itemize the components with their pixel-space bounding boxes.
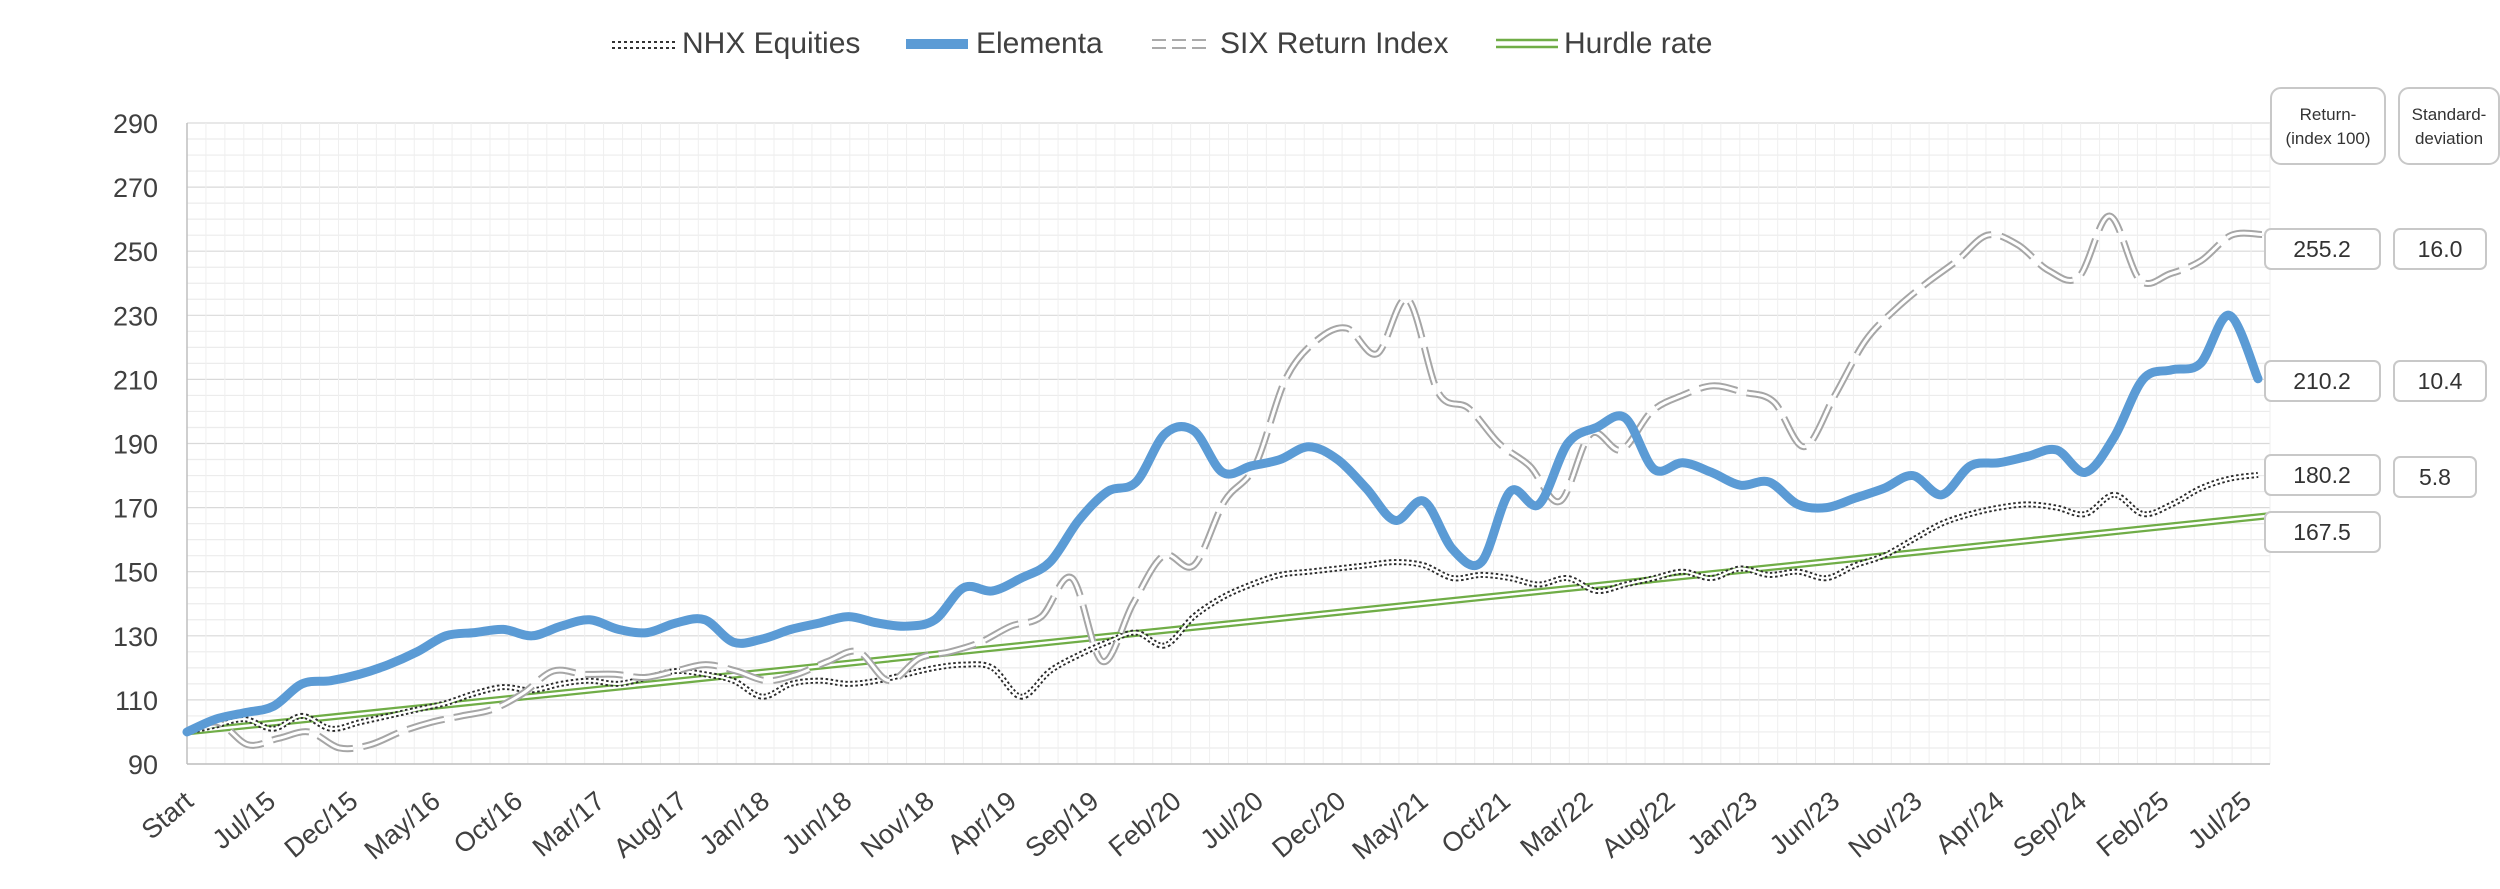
- y-tick-label: 130: [113, 622, 158, 652]
- legend-label-six: SIX Return Index: [1220, 27, 1448, 60]
- series-line-six-return-index-inner: [186, 214, 2263, 751]
- return-header: Return-: [2300, 105, 2357, 124]
- y-tick-label: 250: [113, 237, 158, 267]
- std-header: Standard-: [2412, 105, 2487, 124]
- y-tick-label: 270: [113, 173, 158, 203]
- y-tick-label: 170: [113, 494, 158, 524]
- std-value-six: 16.0: [2418, 236, 2463, 262]
- y-tick-label: 190: [113, 430, 158, 460]
- x-tick-label: Aug/17: [608, 786, 693, 864]
- x-tick-label: Apr/24: [1930, 786, 2010, 860]
- x-tick-label: Jun/23: [1764, 786, 1845, 861]
- series-layer: [182, 212, 2271, 753]
- y-tick-label: 290: [113, 109, 158, 139]
- y-tick-label: 150: [113, 558, 158, 588]
- return-header-sub: (index 100): [2285, 129, 2370, 148]
- legend-item-six: SIX Return Index: [1152, 27, 1448, 60]
- y-tick-label: 90: [128, 750, 158, 780]
- x-tick-label: Aug/22: [1596, 786, 1681, 864]
- y-tick-label: 210: [113, 365, 158, 395]
- std-value-nhx: 5.8: [2419, 464, 2451, 490]
- x-tick-label: Mar/17: [527, 786, 611, 863]
- y-tick-label: 230: [113, 301, 158, 331]
- x-tick-label: Apr/19: [942, 786, 1022, 860]
- return-value-six: 255.2: [2293, 236, 2351, 262]
- x-tick-label: Jan/18: [694, 786, 775, 861]
- x-tick-label: Jun/18: [776, 786, 857, 861]
- x-tick-label: Jan/23: [1682, 786, 1763, 861]
- gridlines: [186, 122, 2271, 765]
- legend-item-elementa: Elementa: [906, 27, 1103, 60]
- x-tick-label: Nov/23: [1843, 786, 1928, 864]
- x-tick-label: Jul/15: [207, 786, 281, 855]
- x-tick-label: Dec/20: [1267, 786, 1352, 864]
- x-tick-label: Feb/20: [1103, 786, 1187, 863]
- x-tick-label: Nov/18: [855, 786, 940, 864]
- legend-item-hurdle: Hurdle rate: [1496, 27, 1712, 60]
- x-tick-label: Mar/22: [1515, 786, 1599, 863]
- x-tick-label: May/16: [359, 786, 446, 866]
- return-value-elementa: 210.2: [2293, 368, 2351, 394]
- legend-label-hurdle: Hurdle rate: [1564, 27, 1712, 60]
- side-table-row-six: 255.2 16.0: [2264, 228, 2487, 270]
- x-tick-label: Jul/25: [2182, 786, 2256, 855]
- return-value-hurdle: 167.5: [2293, 519, 2351, 545]
- legend-label-nhx: NHX Equities: [682, 27, 860, 60]
- x-tick-label: Oct/16: [448, 786, 528, 860]
- std-header-sub: deviation: [2415, 129, 2483, 148]
- x-tick-label: May/21: [1347, 786, 1434, 866]
- side-table-row-elementa: 210.2 10.4: [2264, 360, 2487, 402]
- y-axis-ticks: 90 110 130 150 170 190 210 230 250 270 290: [113, 109, 158, 780]
- legend-label-elementa: Elementa: [976, 27, 1103, 60]
- x-tick-label: Oct/21: [1436, 786, 1516, 860]
- series-line-elementa: [182, 310, 2263, 737]
- side-table-row-hurdle: 167.5: [2264, 511, 2381, 553]
- series-line-hurdle-rate-inner: [186, 514, 2271, 734]
- legend-item-nhx: NHX Equities: [612, 27, 860, 60]
- side-table-headers: Return- (index 100) Standard- deviation: [2270, 87, 2500, 165]
- x-tick-label: Jul/20: [1195, 786, 1269, 855]
- x-tick-label: Sep/24: [2007, 786, 2092, 864]
- x-tick-label: Feb/25: [2091, 786, 2175, 863]
- std-value-elementa: 10.4: [2418, 368, 2463, 394]
- y-tick-label: 110: [115, 686, 158, 716]
- x-tick-label: Dec/15: [279, 786, 364, 864]
- return-value-nhx: 180.2: [2293, 462, 2351, 488]
- x-tick-label: Start: [136, 785, 199, 845]
- legend: NHX Equities Elementa SIX Return Index H…: [612, 27, 1712, 60]
- side-table-row-nhx: 180.2 5.8: [2264, 454, 2477, 498]
- x-tick-label: Sep/19: [1020, 786, 1105, 864]
